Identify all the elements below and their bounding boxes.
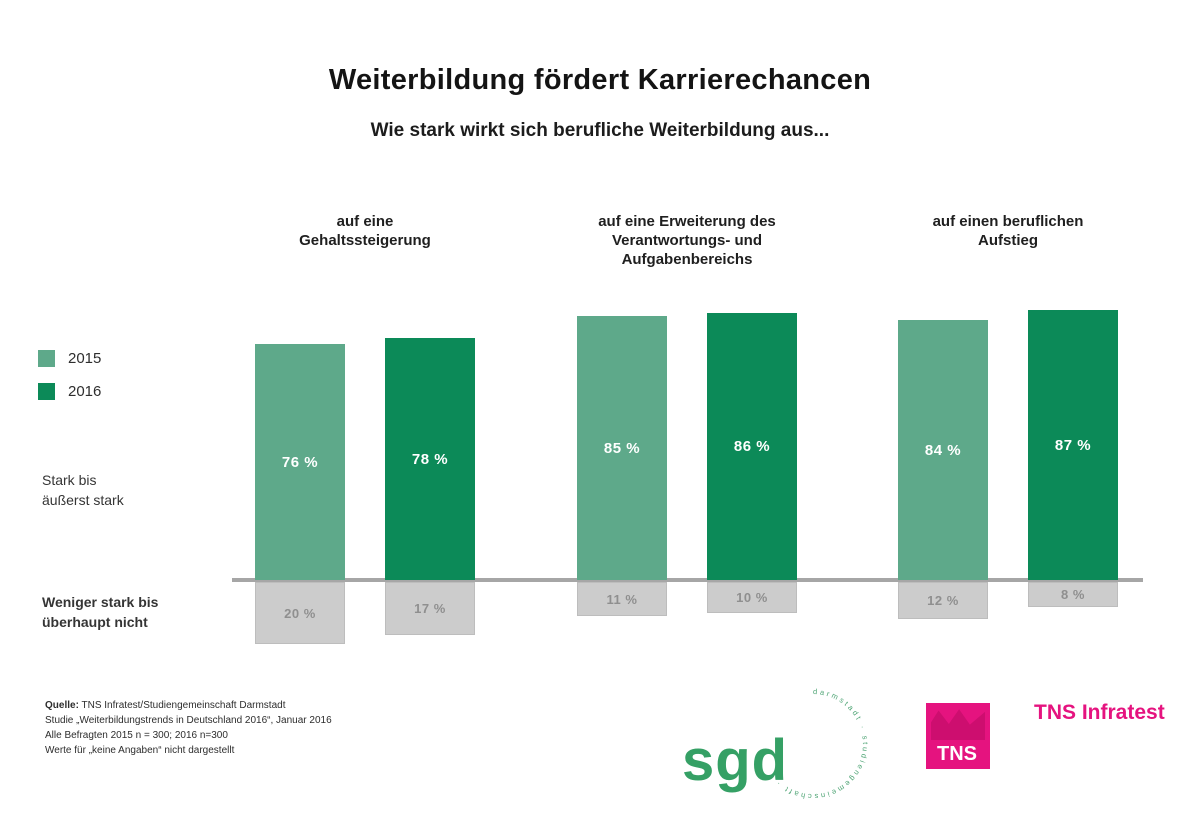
legend-label: 2016: [68, 383, 102, 400]
source-note: Quelle: TNS Infratest/Studiengemeinschaf…: [45, 698, 332, 758]
bar-value-label: 17 %: [414, 601, 446, 616]
page-subtitle: Wie stark wirkt sich berufliche Weiterbi…: [370, 120, 830, 141]
bar-2015-weak: 20 %: [255, 582, 345, 644]
legend-item-2016: 2016: [38, 383, 101, 400]
bar-value-label: 78 %: [411, 450, 449, 468]
page-title: Weiterbildung fördert Karrierechancen: [328, 64, 872, 96]
bar-value-label: 20 %: [284, 605, 316, 621]
column-header: auf eine Gehaltssteigerung: [299, 213, 431, 249]
bar-2016-strong: 86 %: [707, 313, 797, 580]
source-line: Quelle: TNS Infratest/Studiengemeinschaf…: [45, 698, 332, 713]
bar-2015-strong: 84 %: [898, 320, 988, 580]
bar-2016-weak: 8 %: [1028, 582, 1118, 607]
legend: 2015 2016: [38, 350, 101, 416]
bar-value-label: 10 %: [736, 590, 768, 605]
bar-value-label: 12 %: [927, 593, 959, 608]
bar-value-label: 86 %: [733, 438, 771, 455]
sample-line: Alle Befragten 2015 n = 300; 2016 n=300: [45, 730, 228, 741]
legend-swatch: [38, 383, 55, 400]
tns-logo: TNS: [926, 703, 990, 769]
sgd-logo-text: sgd: [682, 728, 788, 793]
row-label-weak: Weniger stark bis überhaupt nicht: [42, 594, 159, 630]
sgd-logo: darmstadt · studiengemeinschaft · sgd: [682, 687, 867, 801]
tns-infratest-wordmark: TNS Infratest: [1034, 701, 1165, 724]
bar-value-label: 76 %: [281, 453, 319, 471]
bar-value-label: 87 %: [1054, 436, 1092, 454]
baseline-axis: [232, 578, 1143, 582]
bar-2016-strong: 87 %: [1028, 310, 1118, 580]
bar-2016-weak: 17 %: [385, 582, 475, 635]
bar-2016-weak: 10 %: [707, 582, 797, 613]
column-header: auf eine Erweiterung des Verantwortungs-…: [598, 213, 776, 268]
source-text: TNS Infratest/Studiengemeinschaft Darmst…: [78, 700, 286, 711]
legend-item-2015: 2015: [38, 350, 101, 367]
bar-value-label: 8 %: [1061, 587, 1085, 602]
bar-2015-weak: 11 %: [577, 582, 667, 616]
row-label-strong: Stark bis äußerst stark: [42, 472, 124, 508]
note-line: Werte für „keine Angaben“ nicht dargeste…: [45, 745, 235, 756]
column-header: auf einen beruflichen Aufstieg: [932, 213, 1084, 249]
bar-2016-strong: 78 %: [385, 338, 475, 580]
bar-2015-weak: 12 %: [898, 582, 988, 619]
bar-2015-strong: 85 %: [577, 316, 667, 580]
legend-label: 2015: [68, 350, 102, 367]
bar-value-label: 84 %: [924, 441, 962, 459]
bar-value-label: 85 %: [603, 439, 641, 457]
source-label: Quelle:: [45, 700, 79, 711]
bar-2015-strong: 76 %: [255, 344, 345, 580]
bar-value-label: 11 %: [606, 591, 638, 607]
legend-swatch: [38, 350, 55, 367]
tns-logo-text: TNS: [937, 743, 977, 765]
study-line: Studie „Weiterbildungstrends in Deutschl…: [45, 715, 332, 726]
